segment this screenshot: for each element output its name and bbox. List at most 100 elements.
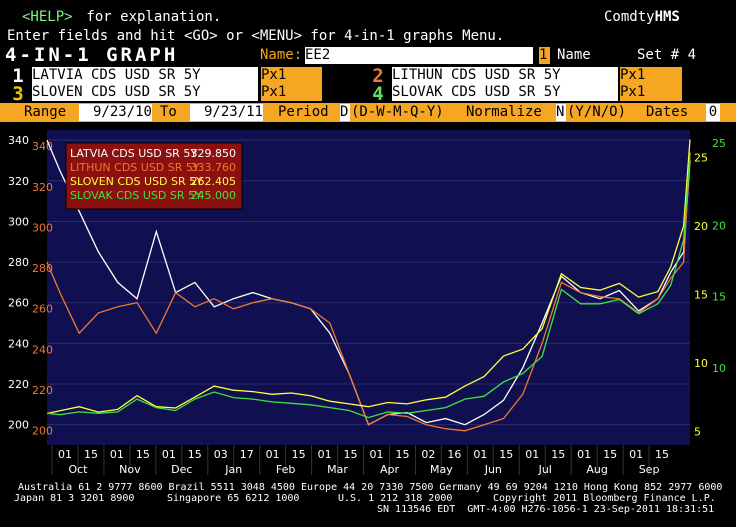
x-month-label: Dec bbox=[171, 463, 192, 476]
latvia-axis-tick: 240 bbox=[8, 337, 29, 350]
security-1-field[interactable]: Px1 bbox=[261, 67, 322, 84]
range-start-input[interactable]: 9/23/10 bbox=[79, 104, 152, 121]
latvia-axis-tick: 200 bbox=[8, 419, 29, 432]
x-axis-band bbox=[47, 445, 690, 480]
range-end-input[interactable]: 9/23/11 bbox=[190, 104, 263, 121]
dates-label: Dates bbox=[646, 104, 689, 120]
slovak-axis-tick: 10 bbox=[712, 362, 726, 375]
normalize-options: (Y/N/O) bbox=[567, 104, 627, 120]
lithun-axis-tick: 300 bbox=[32, 221, 53, 234]
name-input[interactable]: EE2 bbox=[305, 47, 533, 64]
x-day-tick: 15 bbox=[395, 448, 409, 461]
lithun-axis-tick: 320 bbox=[32, 181, 53, 194]
x-month-label: Sep bbox=[639, 463, 660, 476]
help-key[interactable]: <HELP> bbox=[22, 9, 73, 25]
x-day-tick: 01 bbox=[318, 448, 332, 461]
x-month-label: Nov bbox=[119, 463, 141, 476]
series-line-3 bbox=[46, 154, 691, 419]
x-day-tick: 01 bbox=[162, 448, 176, 461]
footer-phones: Australia 61 2 9777 8600 Brazil 5511 304… bbox=[18, 482, 723, 493]
x-axis: 01 15 01 15 01 15 03 17 01 15 01 15 01 15 02 16 01 15 01 15… bbox=[47, 445, 690, 480]
x-month-label: Apr bbox=[380, 463, 400, 476]
footer-singapore: Singapore 65 6212 1000 bbox=[167, 493, 300, 504]
right-axis: 5 10 15 20 25 10 15 20 25 bbox=[694, 137, 726, 438]
x-day-tick: 01 bbox=[525, 448, 539, 461]
set-number: Set # 4 bbox=[637, 47, 697, 63]
instruction-line: Enter fields and hit <GO> or <MENU> for … bbox=[7, 28, 505, 44]
lithun-axis-tick: 200 bbox=[32, 425, 53, 438]
range-label: Range bbox=[24, 104, 67, 120]
x-month-label: May bbox=[430, 463, 453, 476]
range-bar bbox=[0, 103, 736, 122]
footer-us: U.S. 1 212 318 2000 bbox=[338, 493, 453, 504]
period-label: Period bbox=[278, 104, 329, 120]
footer-japan: Japan 81 3 3201 8900 bbox=[14, 493, 135, 504]
security-3-input[interactable]: SLOVEN CDS USD SR 5Y bbox=[32, 84, 258, 101]
x-day-tick: 01 bbox=[629, 448, 643, 461]
x-month-label: Jan bbox=[224, 463, 242, 476]
sloven-axis-tick: 15 bbox=[694, 288, 708, 301]
x-day-tick: 01 bbox=[58, 448, 72, 461]
x-day-tick: 01 bbox=[370, 448, 384, 461]
x-day-tick: 17 bbox=[240, 448, 254, 461]
legend-background bbox=[65, 142, 243, 210]
x-month-label: Feb bbox=[276, 463, 295, 476]
legend-label-1: LITHUN CDS USD SR 5Y bbox=[70, 161, 200, 174]
security-3-number: 3 bbox=[12, 83, 24, 105]
series-line-1 bbox=[46, 152, 691, 432]
legend-value-2: 262.405 bbox=[191, 175, 237, 188]
name-index-field[interactable]: 1 bbox=[539, 47, 550, 64]
security-2-input[interactable]: LITHUN CDS USD SR 5Y bbox=[392, 67, 618, 84]
legend-label-2: SLOVEN CDS USD SR 5Y bbox=[70, 175, 203, 188]
x-day-tick: 01 bbox=[577, 448, 591, 461]
name-label: Name: bbox=[260, 47, 303, 63]
normalize-input[interactable]: N bbox=[556, 104, 566, 121]
x-day-tick: 15 bbox=[603, 448, 617, 461]
latvia-axis-tick: 260 bbox=[8, 297, 29, 310]
legend-value-3: 245.000 bbox=[191, 189, 237, 202]
help-instruction: for explanation. bbox=[78, 9, 222, 25]
sloven-axis-tick: 20 bbox=[694, 220, 708, 233]
security-1-number: 1 bbox=[12, 65, 24, 87]
security-3-field[interactable]: Px1 bbox=[261, 84, 322, 101]
latvia-axis-tick: 300 bbox=[8, 215, 29, 228]
legend-value-1: 333.760 bbox=[191, 161, 237, 174]
security-4-input[interactable]: SLOVAK CDS USD SR 5Y bbox=[392, 84, 618, 101]
slovak-axis-tick: 15 bbox=[712, 291, 726, 304]
period-input[interactable]: D bbox=[340, 104, 350, 121]
x-day-tick: 01 bbox=[473, 448, 487, 461]
x-month-label: Oct bbox=[68, 463, 88, 476]
x-day-tick: 15 bbox=[292, 448, 306, 461]
x-month-label: Jun bbox=[484, 463, 502, 476]
legend-label-3: SLOVAK CDS USD SR 5Y bbox=[70, 189, 202, 202]
normalize-label: Normalize bbox=[466, 104, 542, 120]
security-4-field[interactable]: Px1 bbox=[620, 84, 682, 101]
slovak-axis-tick: 20 bbox=[712, 220, 726, 233]
footer-timestamp: SN 113546 EDT GMT-4:00 H276-1056-1 23-Se… bbox=[377, 504, 715, 515]
slovak-axis-top: 25 bbox=[712, 137, 726, 150]
x-day-tick: 01 bbox=[266, 448, 280, 461]
lithun-axis-tick: 220 bbox=[32, 384, 53, 397]
x-day-tick: 02 bbox=[421, 448, 435, 461]
x-day-tick: 03 bbox=[214, 448, 228, 461]
security-1-input[interactable]: LATVIA CDS USD SR 5Y bbox=[32, 67, 258, 84]
x-month-label: Aug bbox=[586, 463, 607, 476]
x-day-tick: 15 bbox=[84, 448, 98, 461]
latvia-axis-tick: 220 bbox=[8, 378, 29, 391]
x-month-label: Jul bbox=[538, 463, 552, 476]
security-2-number: 2 bbox=[372, 65, 384, 87]
range-to-label: To bbox=[160, 104, 177, 120]
sloven-axis-tick: 25 bbox=[694, 151, 708, 164]
x-day-tick: 15 bbox=[188, 448, 202, 461]
series-line-2 bbox=[46, 139, 691, 415]
brand-label: ComdtyHMS bbox=[604, 9, 680, 25]
security-2-field[interactable]: Px1 bbox=[620, 67, 682, 84]
security-4-number: 4 bbox=[372, 83, 384, 105]
x-day-tick: 15 bbox=[551, 448, 565, 461]
dates-input[interactable]: 0 bbox=[706, 104, 720, 121]
legend-value-0: 329.850 bbox=[191, 147, 237, 160]
period-options: (D-W-M-Q-Y) bbox=[351, 104, 444, 120]
